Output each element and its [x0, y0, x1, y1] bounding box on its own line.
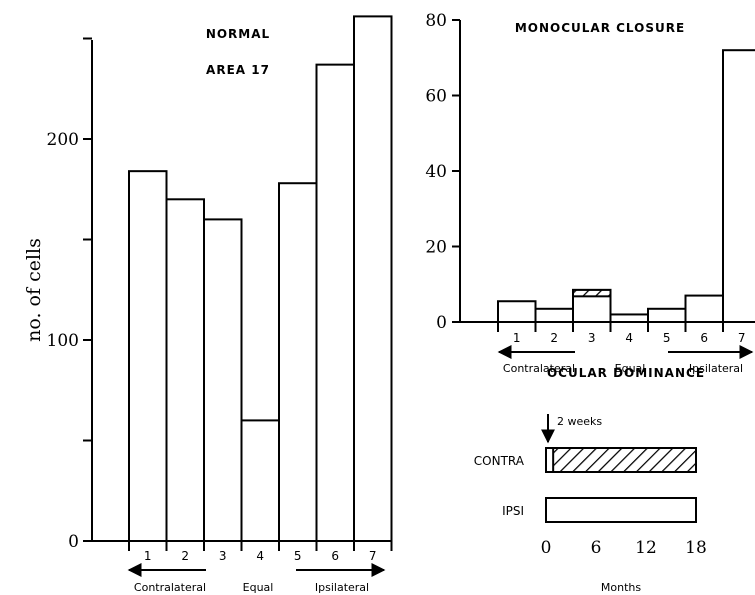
y-tick-label: 40 — [425, 162, 447, 182]
x-tick-label: 7 — [369, 549, 377, 563]
bar-7 — [722, 49, 755, 323]
y-tick-label: 20 — [425, 238, 447, 258]
bar-1 — [128, 170, 168, 542]
x-tick-label: 2 — [550, 331, 558, 345]
y-tick-label: 100 — [47, 331, 79, 351]
x-tick-label: 4 — [256, 549, 264, 563]
bar-2 — [165, 198, 205, 543]
x-tick-label: 18 — [685, 538, 707, 558]
x-tick-label: 6 — [700, 331, 708, 345]
row-label-contra: CONTRA — [474, 454, 525, 468]
x-ticks: 1 2 3 4 5 6 7 — [128, 541, 393, 563]
row-label-ipsi: IPSI — [502, 504, 524, 518]
bars: CONTRA IPSI — [474, 447, 698, 523]
x-tick-label: 7 — [738, 331, 746, 345]
x-tick-label: 1 — [144, 549, 152, 563]
contralateral-label: Contralateral — [503, 362, 575, 375]
chart-normal-area17: NORMAL AREA 17 no. of cells 0 100 200 1 2 3 4… — [23, 15, 393, 594]
chart-monocular-closure: MONOCULAR CLOSURE 0 20 40 60 80 1 2 3 4 5 6 7 Cont… — [425, 11, 755, 375]
ipsilateral-label: Ipsilateral — [315, 581, 369, 594]
bar-5 — [278, 182, 318, 542]
bar-6 — [315, 63, 355, 542]
bars — [128, 15, 393, 543]
y-tick-label: 0 — [68, 532, 79, 552]
bar-2 — [534, 307, 574, 324]
bar-7 — [353, 15, 393, 542]
bar-6 — [684, 294, 724, 324]
hatched-segment — [552, 447, 698, 473]
bar-ipsi — [545, 497, 697, 523]
y-tick-label: 60 — [425, 87, 447, 107]
x-tick-label: 4 — [625, 331, 633, 345]
y-tick-label: 80 — [425, 11, 447, 31]
chart-title: MONOCULAR CLOSURE — [515, 21, 685, 35]
x-tick-label: 0 — [541, 538, 552, 558]
chart-title: NORMAL — [206, 27, 270, 41]
y-tick-label: 200 — [47, 130, 79, 150]
chart-ocular-dominance: OCULAR DOMINANCE CONTRA IPSI 0 6 12 18 2 wee… — [474, 366, 707, 594]
bar-3 — [203, 218, 243, 542]
bar-1 — [497, 300, 537, 323]
chart-title: OCULAR DOMINANCE — [547, 366, 705, 380]
x-tick-label: 5 — [663, 331, 671, 345]
chart-subtitle: AREA 17 — [206, 63, 270, 77]
y-ticks: 0 100 200 — [47, 37, 92, 552]
bar-4 — [609, 313, 649, 324]
bar-4 — [240, 419, 280, 542]
x-ticks: 0 6 12 18 — [541, 538, 707, 558]
bar-5 — [647, 307, 687, 324]
x-tick-label: 2 — [181, 549, 189, 563]
bars — [497, 49, 755, 324]
y-ticks: 0 20 40 60 80 — [425, 11, 460, 333]
ipsilateral-label: Ipsilateral — [689, 362, 743, 375]
equal-label: Equal — [615, 362, 646, 375]
x-axis-label: Months — [601, 581, 641, 594]
y-tick-label: 0 — [436, 313, 447, 333]
y-axis-label: no. of cells — [23, 238, 45, 342]
hatched-portion — [572, 288, 612, 298]
x-tick-label: 5 — [294, 549, 302, 563]
x-tick-label: 6 — [591, 538, 602, 558]
x-tick-label: 12 — [635, 538, 657, 558]
x-tick-label: 1 — [513, 331, 521, 345]
x-tick-label: 6 — [331, 549, 339, 563]
x-ticks: 1 2 3 4 5 6 7 — [497, 322, 746, 345]
x-tick-label: 3 — [588, 331, 596, 345]
contralateral-label: Contralateral — [134, 581, 206, 594]
equal-label: Equal — [243, 581, 274, 594]
two-weeks-annotation: 2 weeks — [557, 415, 602, 428]
x-tick-label: 3 — [219, 549, 227, 563]
